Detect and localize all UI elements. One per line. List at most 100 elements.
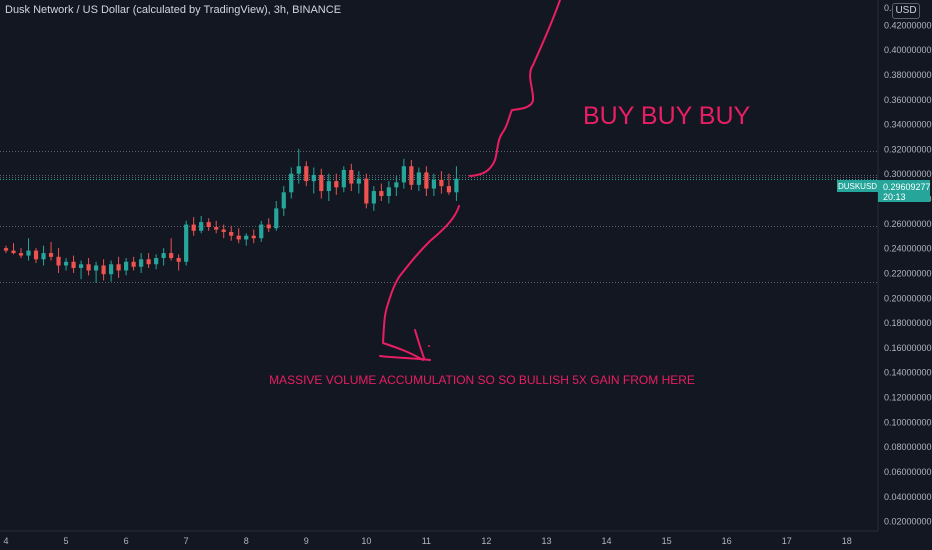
price-tick-label: 0.10000000 <box>884 417 932 427</box>
price-tick-label: 0.04000000 <box>884 492 932 502</box>
price-tick-label: 0.16000000 <box>884 343 932 353</box>
time-tick-label: 13 <box>541 536 551 546</box>
price-tick-label: 0.36000000 <box>884 95 932 105</box>
candle-body <box>33 250 39 260</box>
candle-body <box>356 178 361 184</box>
time-tick-label: 4 <box>3 536 8 546</box>
time-tick-label: 12 <box>481 536 491 546</box>
candle-body <box>431 179 436 189</box>
time-tick-label: 11 <box>422 536 431 546</box>
price-tick-label: 0.20000000 <box>884 293 932 303</box>
candle-body <box>281 192 286 209</box>
time-tick-label: 16 <box>722 536 732 546</box>
candle-body <box>146 259 151 265</box>
candle-body <box>229 232 234 236</box>
candle-body <box>319 174 324 192</box>
currency-button[interactable]: USD <box>892 3 920 19</box>
candles <box>3 148 459 283</box>
candle-body <box>341 169 346 188</box>
price-tick-label: 0.06000000 <box>884 467 932 477</box>
candle-body <box>63 261 69 266</box>
candle-body <box>161 253 166 259</box>
candle-body <box>266 224 271 229</box>
candle-body <box>304 166 309 182</box>
price-tick-label: 0.26000000 <box>884 219 932 229</box>
candle-body <box>154 258 159 265</box>
price-tick-label: 0.02000000 <box>884 517 932 527</box>
candle-body <box>409 166 414 185</box>
candle-body <box>439 179 444 187</box>
candle-body <box>379 191 384 197</box>
up-arrow-drawing <box>469 0 561 177</box>
price-tick-label: 0.18000000 <box>884 318 932 328</box>
price-axis[interactable]: 0.42000000 0.40000000 0.38000000 0.36000000… <box>877 0 932 531</box>
candle-body <box>199 222 204 231</box>
candle-body <box>206 222 211 228</box>
candle-body <box>11 250 16 254</box>
arrow-base-drawing <box>379 355 431 361</box>
price-tick-label: 0.24000000 <box>884 244 932 254</box>
candle-body <box>259 224 264 239</box>
candle-body <box>184 224 189 262</box>
candle-body <box>3 248 9 251</box>
time-tick-label: 7 <box>184 536 189 546</box>
price-tick-label: 0.30000000 <box>884 169 932 179</box>
price-tag <box>878 180 930 202</box>
candle-body <box>326 181 331 192</box>
accumulation-annotation: MASSIVE VOLUME ACCUMULATION SO SO BULLIS… <box>269 373 695 387</box>
price-tick-label: 0.22000000 <box>884 268 932 278</box>
price-value: 0.29609277 <box>883 182 931 192</box>
price-tick-label: 0.38000000 <box>884 70 932 80</box>
candle-body <box>371 191 376 204</box>
chart-header-title: Dusk Network / US Dollar (calculated by … <box>5 4 342 16</box>
price-tick-label: 0.14000000 <box>884 368 932 378</box>
candle-body <box>169 253 174 259</box>
candle-body <box>236 235 241 240</box>
price-tick-label: 0.32000000 <box>884 144 932 154</box>
candle-body <box>139 259 144 267</box>
candle-body <box>131 261 136 267</box>
candle-body <box>214 227 219 230</box>
candle-body <box>454 178 459 193</box>
time-tick-label: 5 <box>64 536 69 546</box>
time-tick-label: 8 <box>244 536 249 546</box>
candle-body <box>221 229 226 233</box>
time-tick-label: 6 <box>124 536 129 546</box>
price-tick-label: 0.12000000 <box>884 393 932 403</box>
candle-body <box>446 186 452 193</box>
candle-body <box>401 166 406 183</box>
price-tick-label: 0.08000000 <box>884 442 932 452</box>
price-tick-label: 0.42000000 <box>884 20 932 30</box>
time-axis[interactable]: 4 5 6 7 8 9 10 11 12 13 14 15 16 17 18 <box>0 530 878 546</box>
time-tick-label: 15 <box>662 536 672 546</box>
drawing-dot <box>428 345 430 347</box>
candle-body <box>56 256 61 266</box>
candle-body <box>244 235 249 240</box>
candle-body <box>349 169 354 184</box>
candle-body <box>274 208 279 229</box>
candle-body <box>251 235 256 239</box>
candle-body <box>416 172 421 185</box>
candle-body <box>78 264 84 268</box>
down-arrow-drawing <box>382 205 460 361</box>
candle-body <box>71 261 76 268</box>
candle-body <box>86 264 91 271</box>
candle-body <box>296 166 301 174</box>
price-tick-label: 0.4 <box>884 3 897 13</box>
time-tick-label: 18 <box>842 536 852 546</box>
drawings <box>379 0 561 361</box>
time-tick-label: 10 <box>361 536 371 546</box>
symbol-label: DUSKUSD <box>838 182 877 191</box>
buy-annotation: BUY BUY BUY <box>583 102 751 130</box>
time-tick-label: 14 <box>602 536 612 546</box>
candle-body <box>386 187 391 197</box>
time-tick-label: 17 <box>782 536 792 546</box>
candle-body <box>394 182 399 188</box>
candle-body <box>48 253 54 257</box>
price-tick-label: 0.34000000 <box>884 120 932 130</box>
candle-body <box>101 265 106 275</box>
reference-lines <box>0 151 878 283</box>
candle-body <box>41 253 46 260</box>
